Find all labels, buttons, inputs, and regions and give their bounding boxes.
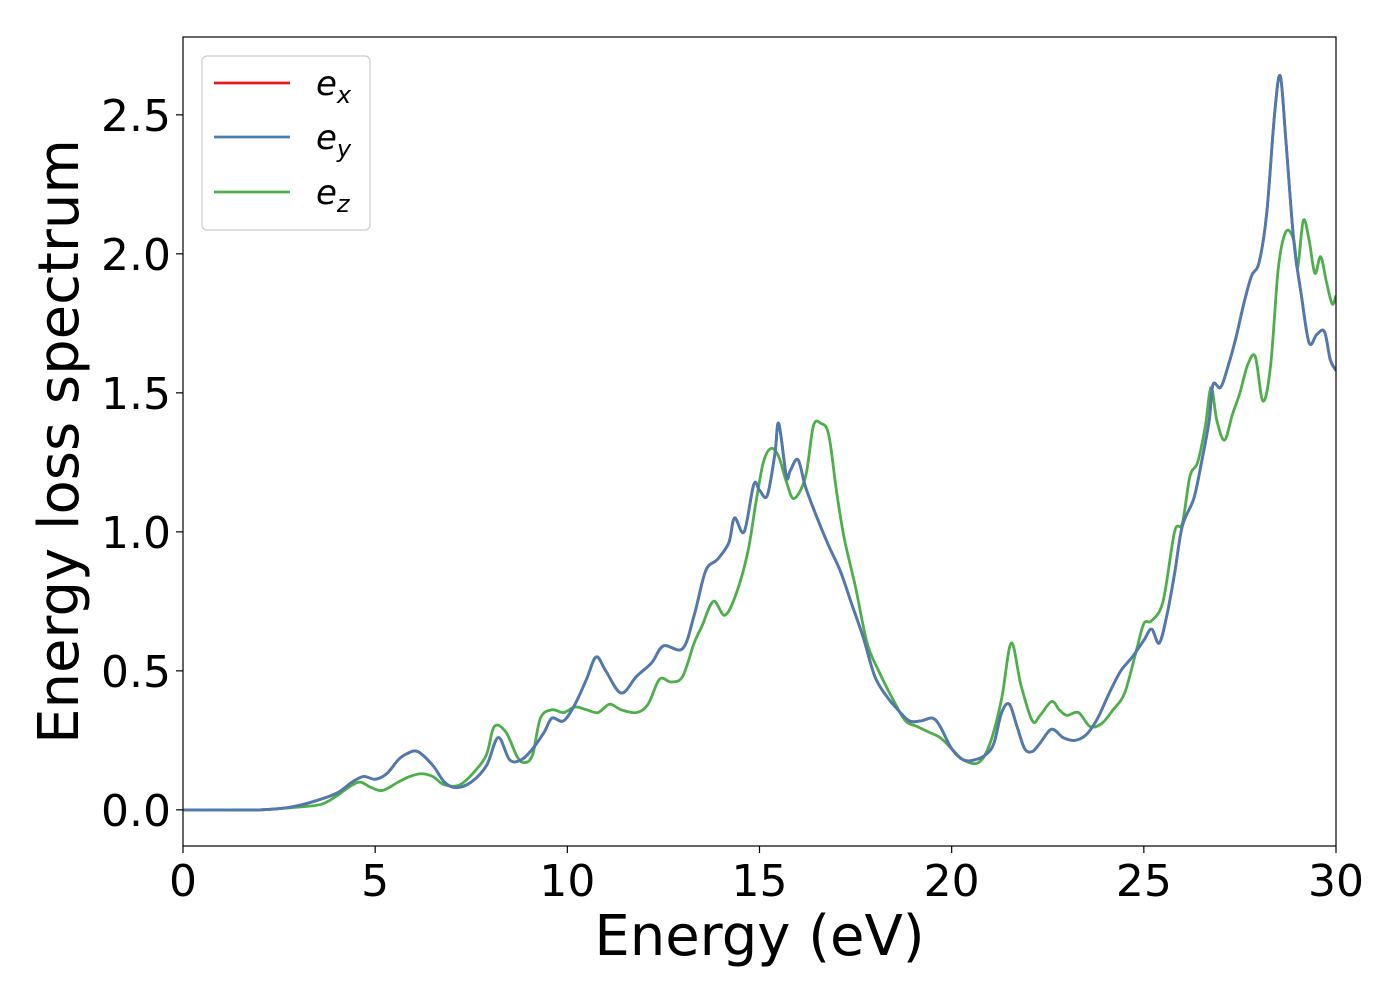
y-axis-title: Energy loss spectrum [27,139,92,744]
x-tick-label: 25 [1116,856,1172,907]
x-axis-title: Energy (eV) [594,904,924,969]
series-line-z [183,218,1336,812]
legend-box [201,55,371,231]
legend: ex ey ez [201,55,371,231]
x-tick-label: 10 [539,856,595,907]
y-tick-label: 1.0 [101,508,171,559]
legend-label-z: ez [316,173,351,218]
series-line-y [183,73,1336,812]
y-tick-label: 0.5 [101,647,171,698]
y-tick-label: 0.0 [101,786,171,837]
legend-label-x: ex [316,64,352,109]
x-tick-label: 20 [924,856,980,907]
x-tick-label: 0 [169,856,197,907]
y-axis-ticks: 0.0 0.5 1.0 1.5 2.0 2.5 [101,91,183,837]
legend-label-y: ey [316,118,352,163]
x-tick-label: 15 [732,856,788,907]
series-layer [183,73,1336,812]
x-tick-label: 5 [361,856,389,907]
x-axis-ticks: 0 5 10 15 20 25 30 [169,846,1364,907]
y-tick-label: 2.0 [101,230,171,281]
x-tick-label: 30 [1308,856,1364,907]
y-tick-label: 2.5 [101,91,171,142]
y-tick-label: 1.5 [101,369,171,420]
